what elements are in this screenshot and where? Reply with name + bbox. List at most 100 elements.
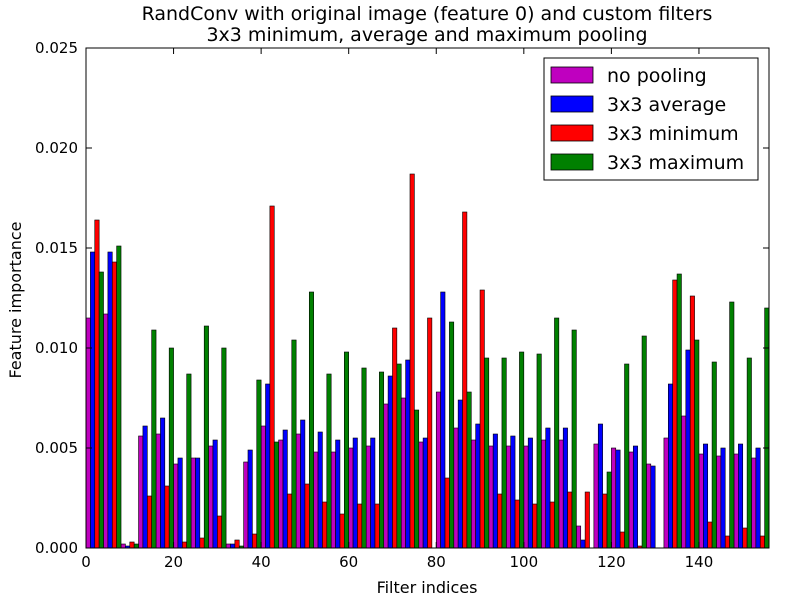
bar-3x3-maximum-132 [676,273,682,549]
bar-no-pooling-56 [330,451,336,549]
bar-3x3-average-108 [562,427,568,549]
bar-3x3-minimum-144 [724,535,730,549]
bar-3x3-maximum-92 [501,357,507,549]
bar-3x3-maximum-68 [396,363,402,549]
bar-no-pooling-76 [418,441,424,549]
bar-no-pooling-8 [120,543,126,549]
x-tick-label: 60 [339,553,358,571]
bar-no-pooling-24 [190,457,196,549]
bar-3x3-average-148 [738,443,744,549]
bar-3x3-minimum-68 [392,327,398,549]
bar-no-pooling-152 [751,457,757,549]
bar-3x3-average-0 [90,251,96,549]
bar-no-pooling-96 [506,445,511,549]
bar-3x3-average-76 [422,437,428,549]
bar-3x3-maximum-0 [98,271,104,549]
chart-title: RandConv with original image (feature 0)… [142,3,713,25]
bar-3x3-minimum-108 [567,491,573,549]
bar-3x3-average-68 [387,375,393,549]
bar-3x3-minimum-48 [304,483,310,549]
bar-3x3-minimum-8 [129,541,135,549]
bar-3x3-minimum-72 [409,173,415,549]
bar-3x3-average-56 [335,439,341,549]
legend-label: 3x3 maximum [607,152,744,174]
bar-3x3-average-140 [703,443,709,549]
bar-3x3-maximum-40 [273,441,279,549]
bar-3x3-minimum-132 [672,279,678,549]
legend-swatch [550,66,594,84]
y-tick-label: 0.015 [35,239,78,257]
x-tick-label: 20 [164,553,183,571]
bar-3x3-average-96 [510,435,516,549]
ticks-group: 0 20 40 60 80 100 120 140 0.000 0.005 0.010 0.015 0.… [35,39,769,571]
bar-3x3-average-28 [212,439,218,549]
y-tick-label: 0.025 [35,39,78,57]
legend-label: 3x3 average [607,94,726,116]
x-tick-label: 0 [81,553,91,571]
bar-3x3-minimum-100 [532,503,538,549]
bar-3x3-maximum-148 [746,357,752,549]
bar-3x3-maximum-52 [326,373,332,549]
bar-3x3-maximum-56 [344,351,349,549]
bar-no-pooling-20 [173,463,179,549]
bar-3x3-average-124 [632,445,638,549]
legend: no pooling 3x3 average 3x3 minimum 3x3 maxi… [543,57,759,181]
bar-3x3-minimum-16 [164,485,170,549]
bar-no-pooling-128 [646,463,652,549]
x-tick-label: 40 [252,553,271,571]
bar-3x3-maximum-96 [519,351,525,549]
bar-3x3-average-120 [615,449,621,549]
bar-3x3-minimum-20 [182,541,188,549]
bar-3x3-minimum-92 [497,493,503,549]
bar-3x3-maximum-72 [414,409,420,549]
x-tick-label: 120 [597,553,626,571]
y-tick-label: 0.005 [35,439,78,457]
bar-3x3-minimum-64 [374,503,380,549]
bar-no-pooling-112 [576,525,582,549]
bar-no-pooling-68 [383,403,389,549]
bar-3x3-average-52 [317,431,323,549]
bar-3x3-maximum-48 [308,291,314,549]
bar-no-pooling-0 [85,317,91,549]
bar-no-pooling-116 [593,443,599,549]
bar-3x3-minimum-152 [759,535,765,549]
bar-3x3-minimum-12 [146,495,152,549]
bar-3x3-minimum-136 [689,295,695,549]
bar-3x3-minimum-0 [94,219,100,549]
bar-3x3-maximum-12 [151,329,157,549]
bar-no-pooling-60 [348,447,354,549]
legend-swatch [550,95,594,113]
bar-3x3-average-100 [527,437,533,549]
bar-3x3-minimum-28 [217,515,223,549]
bar-no-pooling-28 [208,445,214,549]
bar-3x3-average-44 [282,429,288,549]
bar-3x3-minimum-60 [357,503,363,549]
bar-3x3-average-40 [265,383,271,549]
bar-3x3-minimum-36 [252,533,258,549]
bar-3x3-maximum-28 [221,347,227,549]
chart-subtitle: 3x3 minimum, average and maximum pooling [206,24,647,46]
bar-3x3-minimum-140 [707,521,713,549]
bar-3x3-average-32 [230,543,236,549]
bar-3x3-maximum-116 [606,471,612,549]
bar-3x3-average-144 [720,447,726,549]
legend-swatch [550,124,594,142]
bar-no-pooling-120 [611,447,617,549]
bar-3x3-average-88 [475,423,481,549]
bar-3x3-maximum-144 [729,301,735,549]
bar-3x3-maximum-64 [379,371,385,549]
bar-no-pooling-104 [541,439,547,549]
bar-3x3-average-64 [370,437,376,549]
y-tick-label: 0.010 [35,339,78,357]
bar-3x3-maximum-84 [466,391,472,549]
bar-3x3-minimum-96 [514,499,520,549]
bar-3x3-maximum-80 [449,321,455,549]
bar-3x3-average-136 [685,349,691,549]
bar-3x3-minimum-84 [462,211,468,549]
bar-3x3-average-104 [545,427,551,549]
bar-3x3-maximum-8 [133,543,139,549]
bar-no-pooling-88 [470,439,476,549]
bar-3x3-minimum-32 [234,539,240,549]
bar-3x3-minimum-112 [584,491,590,549]
